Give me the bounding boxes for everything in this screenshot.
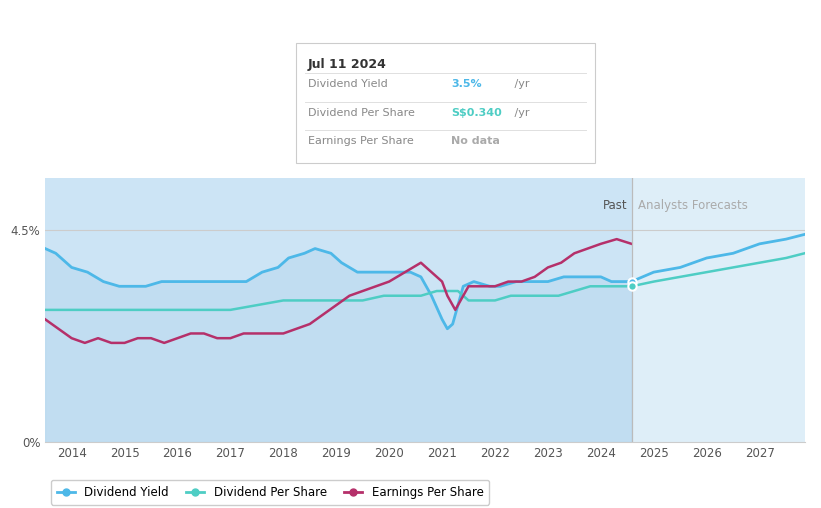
Text: No data: No data [452,136,500,146]
Bar [45,178,631,442]
Point [625,277,638,285]
Bar [631,178,805,442]
Text: 3.5%: 3.5% [452,79,482,89]
Text: S$0.340: S$0.340 [452,108,502,118]
Text: Dividend Per Share: Dividend Per Share [308,108,415,118]
Text: /yr: /yr [511,108,530,118]
Text: Earnings Per Share: Earnings Per Share [308,136,413,146]
Point [625,282,638,291]
Text: Analysts Forecasts: Analysts Forecasts [638,199,748,212]
FancyBboxPatch shape [296,43,595,163]
Legend: Dividend Yield, Dividend Per Share, Earnings Per Share: Dividend Yield, Dividend Per Share, Earn… [51,480,489,505]
Text: /yr: /yr [511,79,530,89]
Text: Past: Past [603,199,627,212]
Text: Dividend Yield: Dividend Yield [308,79,388,89]
Text: Jul 11 2024: Jul 11 2024 [308,57,387,71]
